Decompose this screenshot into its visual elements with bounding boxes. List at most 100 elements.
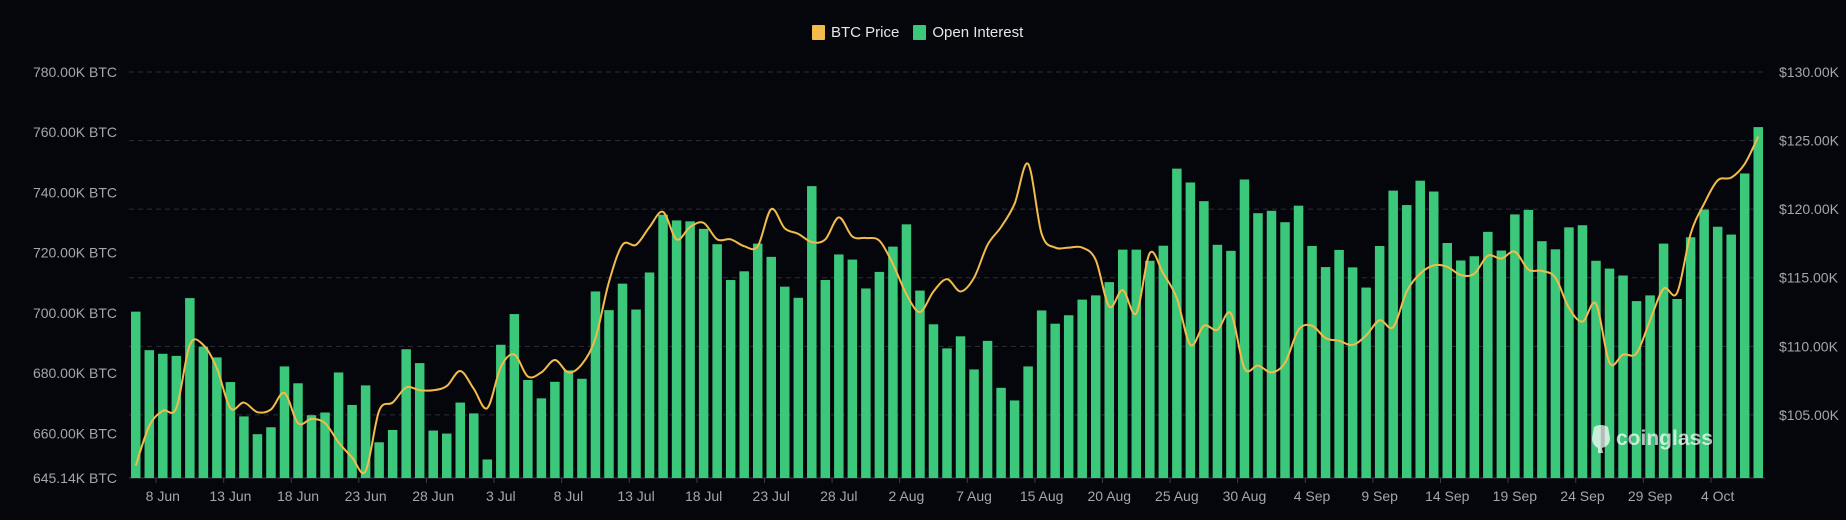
open-interest-bar[interactable] (1334, 249, 1344, 478)
open-interest-bar[interactable] (725, 280, 736, 478)
open-interest-bar[interactable] (1591, 260, 1601, 478)
open-interest-bar[interactable] (834, 254, 844, 478)
legend-item-btc-price[interactable]: BTC Price (812, 24, 899, 41)
open-interest-bar[interactable] (1456, 260, 1466, 478)
open-interest-bar[interactable] (1442, 242, 1453, 478)
open-interest-bar[interactable] (752, 243, 763, 478)
open-interest-bar[interactable] (185, 298, 195, 478)
open-interest-bar[interactable] (1307, 246, 1317, 478)
open-interest-bar[interactable] (387, 429, 398, 478)
open-interest-bar[interactable] (955, 336, 966, 478)
open-interest-bar[interactable] (1428, 191, 1439, 479)
open-interest-bar[interactable] (1158, 245, 1169, 478)
open-interest-bar[interactable] (252, 434, 263, 478)
open-interest-bar[interactable] (1658, 243, 1669, 478)
open-interest-bar[interactable] (563, 370, 574, 478)
open-interest-bar[interactable] (198, 346, 209, 478)
open-interest-bar[interactable] (901, 224, 912, 478)
open-interest-bar[interactable] (1753, 127, 1763, 479)
open-interest-bar[interactable] (888, 246, 898, 478)
open-interest-bar[interactable] (766, 256, 776, 478)
open-interest-bar[interactable] (428, 430, 438, 478)
open-interest-bar[interactable] (158, 353, 168, 478)
open-interest-bar[interactable] (1550, 249, 1561, 478)
open-interest-bar[interactable] (712, 244, 722, 478)
open-interest-bar[interactable] (212, 357, 222, 478)
open-interest-bar[interactable] (915, 290, 925, 478)
open-interest-bar[interactable] (374, 442, 384, 478)
open-interest-bar[interactable] (1726, 234, 1736, 478)
open-interest-bar[interactable] (969, 369, 979, 478)
open-interest-bar[interactable] (1618, 275, 1628, 478)
open-interest-bar[interactable] (928, 324, 939, 478)
open-interest-bar[interactable] (1577, 225, 1588, 478)
open-interest-bar[interactable] (1469, 256, 1480, 478)
open-interest-bar[interactable] (1564, 227, 1574, 478)
open-interest-bar[interactable] (820, 280, 831, 478)
open-interest-bar[interactable] (807, 186, 817, 478)
open-interest-bar[interactable] (266, 427, 276, 478)
open-interest-bar[interactable] (1063, 315, 1074, 478)
open-interest-bar[interactable] (793, 297, 804, 478)
open-interest-bar[interactable] (1293, 205, 1304, 478)
open-interest-bar[interactable] (144, 350, 155, 478)
open-interest-bar[interactable] (171, 355, 182, 478)
open-interest-bar[interactable] (1672, 298, 1682, 478)
open-interest-bar[interactable] (982, 340, 993, 478)
open-interest-bar[interactable] (577, 378, 587, 478)
open-interest-bar[interactable] (739, 271, 749, 478)
open-interest-bar[interactable] (360, 385, 371, 478)
open-interest-bar[interactable] (239, 416, 249, 478)
open-interest-bar[interactable] (1523, 209, 1534, 478)
open-interest-bar[interactable] (320, 412, 330, 478)
legend-item-open-interest[interactable]: Open Interest (913, 24, 1023, 41)
open-interest-bar[interactable] (1023, 366, 1033, 478)
open-interest-bar[interactable] (441, 433, 452, 478)
open-interest-bar[interactable] (590, 291, 601, 478)
open-interest-bar[interactable] (1239, 179, 1250, 479)
open-interest-bar[interactable] (1226, 250, 1236, 478)
open-interest-bar[interactable] (644, 272, 655, 478)
open-interest-bar[interactable] (1199, 201, 1209, 478)
open-interest-bar[interactable] (996, 387, 1006, 478)
open-interest-bar[interactable] (1280, 222, 1290, 478)
open-interest-bar[interactable] (1631, 301, 1642, 478)
open-interest-bar[interactable] (1009, 400, 1020, 478)
open-interest-bar[interactable] (631, 309, 641, 478)
open-interest-bar[interactable] (131, 311, 141, 478)
open-interest-bar[interactable] (671, 220, 682, 478)
open-interest-bar[interactable] (225, 382, 236, 478)
open-interest-bar[interactable] (1266, 210, 1277, 478)
open-interest-bar[interactable] (1496, 250, 1507, 478)
open-interest-bar[interactable] (1347, 267, 1358, 478)
open-interest-bar[interactable] (1604, 268, 1615, 478)
open-interest-bar[interactable] (604, 310, 614, 478)
open-interest-bar[interactable] (1172, 168, 1182, 478)
open-interest-bar[interactable] (874, 271, 885, 478)
open-interest-bar[interactable] (482, 459, 493, 478)
open-interest-bar[interactable] (469, 413, 479, 478)
open-interest-bar[interactable] (1212, 244, 1223, 478)
open-interest-bar[interactable] (1036, 310, 1047, 478)
open-interest-bar[interactable] (509, 314, 520, 478)
open-interest-bar[interactable] (1185, 182, 1196, 478)
open-interest-bar[interactable] (306, 415, 317, 478)
open-interest-bar[interactable] (1739, 173, 1750, 479)
open-interest-bar[interactable] (333, 372, 344, 478)
open-interest-bar[interactable] (536, 398, 547, 478)
open-interest-bar[interactable] (1388, 190, 1398, 478)
open-interest-bar[interactable] (847, 259, 858, 478)
open-interest-bar[interactable] (698, 228, 709, 478)
open-interest-bar[interactable] (1699, 209, 1709, 479)
open-interest-bar[interactable] (1090, 295, 1101, 478)
open-interest-bar[interactable] (617, 283, 628, 478)
open-interest-bar[interactable] (1050, 323, 1060, 478)
open-interest-bar[interactable] (1415, 180, 1425, 478)
open-interest-bar[interactable] (1685, 237, 1696, 478)
open-interest-bar[interactable] (1104, 282, 1114, 478)
open-interest-bar[interactable] (658, 214, 668, 478)
open-interest-bar[interactable] (1401, 205, 1412, 478)
open-interest-bar[interactable] (1077, 299, 1087, 478)
open-interest-bar[interactable] (1483, 231, 1493, 478)
open-interest-bar[interactable] (1131, 249, 1142, 478)
